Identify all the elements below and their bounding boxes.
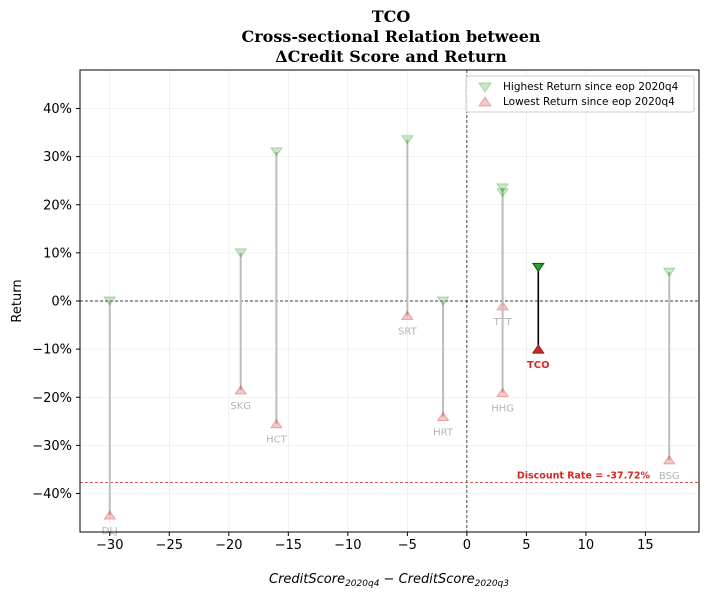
chart-title: TCO Cross-sectional Relation between ΔCr… xyxy=(242,7,541,66)
point-label: HCT xyxy=(266,435,288,446)
x-tick-label: 5 xyxy=(522,538,530,553)
high-return-marker xyxy=(234,248,248,258)
y-tick-label: 20% xyxy=(43,198,72,213)
high-return-marker xyxy=(662,267,676,278)
title-line-3: ΔCredit Score and Return xyxy=(275,47,507,66)
y-tick-label: −40% xyxy=(32,487,72,502)
legend-frame xyxy=(465,75,695,113)
x-tick-label: −30 xyxy=(96,538,123,553)
high-return-marker xyxy=(496,183,510,193)
x-tick-label: −25 xyxy=(156,538,183,553)
low-return-marker xyxy=(662,454,676,465)
point-group-hct: HCT xyxy=(266,147,288,446)
low-return-marker xyxy=(531,344,545,354)
point-label: BSG xyxy=(659,471,680,482)
point-label: HHG xyxy=(491,403,514,414)
x-axis-label: CreditScore2020q4 − CreditScore2020q3 xyxy=(269,572,509,589)
point-label: HRT xyxy=(433,428,454,439)
y-tick-label: −30% xyxy=(32,439,72,454)
x-tick-label: 15 xyxy=(637,538,654,553)
reference-lines: Discount Rate = -37.72% xyxy=(80,70,699,532)
x-axis: −30 −25 −20 −15 −10 −5 0 5 10 15 xyxy=(96,532,654,553)
y-axis-label: Return xyxy=(10,279,25,322)
low-return-marker xyxy=(234,385,248,395)
point-group-bsg: BSG xyxy=(659,267,680,482)
point-label: SKG xyxy=(230,401,251,412)
x-tick-label: −10 xyxy=(334,538,361,553)
x-tick-label: −5 xyxy=(398,538,417,553)
point-group-dlj: DLJ xyxy=(102,296,118,537)
x-tick-label: 0 xyxy=(463,538,471,553)
y-axis: −40% −30% −20% −10% 0% 10% 20% 30% 40% xyxy=(32,102,80,502)
legend-low-marker xyxy=(478,96,492,107)
x-tick-label: −15 xyxy=(275,538,302,553)
x-tick-label: 10 xyxy=(578,538,595,553)
point-group-hrt: HRT xyxy=(433,296,454,439)
title-line-2: Cross-sectional Relation between xyxy=(242,27,541,46)
high-return-marker xyxy=(103,296,117,306)
high-return-marker xyxy=(269,147,283,157)
legend: Highest Return since eop 2020q4 Lowest R… xyxy=(465,75,695,113)
point-group-tco: TCO xyxy=(527,262,550,371)
x-tick-label: −20 xyxy=(215,538,242,553)
point-group-srt: SRT xyxy=(398,135,418,337)
high-return-marker xyxy=(496,188,510,198)
high-return-marker xyxy=(531,262,545,273)
point-group-hhg: HHG xyxy=(491,188,514,414)
discount-rate-label: Discount Rate = -37.72% xyxy=(517,471,651,482)
legend-high-marker xyxy=(478,82,492,93)
y-tick-label: 0% xyxy=(51,295,72,310)
y-tick-label: 10% xyxy=(43,246,72,261)
y-tick-label: 40% xyxy=(43,102,72,117)
low-return-marker xyxy=(269,418,283,429)
legend-low-label: Lowest Return since eop 2020q4 xyxy=(503,96,675,108)
low-return-marker xyxy=(436,411,450,421)
low-return-marker xyxy=(103,510,117,520)
y-tick-label: 30% xyxy=(43,150,72,165)
point-label: TCO xyxy=(527,360,550,371)
point-label: SRT xyxy=(398,326,418,337)
high-return-marker xyxy=(436,296,450,306)
y-tick-label: −20% xyxy=(32,391,72,406)
legend-high-label: Highest Return since eop 2020q4 xyxy=(503,81,679,93)
point-group-skg: SKG xyxy=(230,248,251,412)
title-line-1: TCO xyxy=(372,7,411,26)
low-return-marker xyxy=(400,310,414,320)
y-tick-label: −10% xyxy=(32,343,72,358)
high-return-marker xyxy=(400,135,414,145)
low-return-marker xyxy=(496,387,510,397)
